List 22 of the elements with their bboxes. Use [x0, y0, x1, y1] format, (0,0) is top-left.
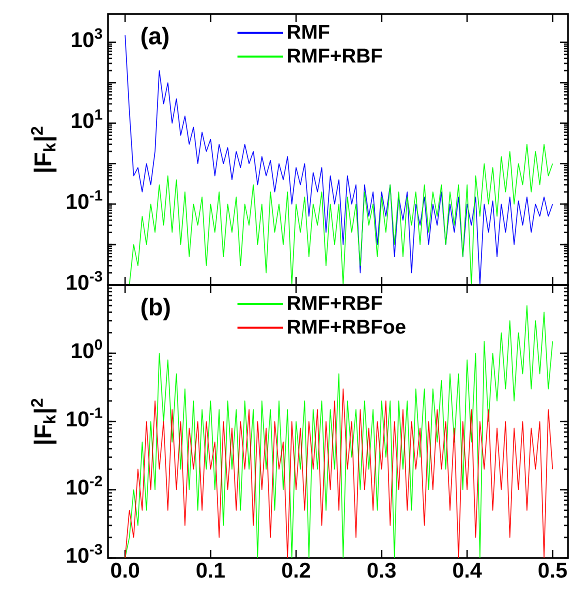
legend-label: RMF+RBFoe: [288, 320, 406, 334]
legend-label: RMF+RBF: [288, 48, 382, 63]
legend-label: RMF: [288, 25, 330, 39]
legend-label: RMF+RBF: [288, 296, 382, 310]
x-tick-label: 0.0: [111, 562, 140, 578]
x-tick-label: 0.5: [538, 562, 567, 578]
x-tick-label: 0.2: [282, 562, 310, 578]
y-tick-label: 10$^{-3}$: [66, 270, 102, 290]
y-tick-label: 10$^{3}$: [72, 28, 102, 48]
y-axis-title: |F$_{k}$|$^{2}$: [31, 398, 56, 444]
annotation: (a): [142, 26, 168, 50]
x-tick-label: 0.3: [368, 562, 396, 578]
y-tick-label: 10$^{-1}$: [66, 408, 102, 426]
y-tick-label: 10$^{-3}$: [66, 544, 102, 563]
y-tick-label: 10$^{0}$: [72, 339, 102, 358]
y-axis-title: |F$_{k}$|$^{2}$: [31, 126, 56, 172]
y-tick-label: 10$^{-2}$: [66, 476, 102, 495]
x-tick-label: 0.1: [196, 562, 225, 578]
y-tick-label: 10$^{1}$: [72, 109, 102, 128]
x-tick-label: 0.4: [453, 562, 482, 578]
annotation: (b): [142, 298, 170, 320]
y-tick-label: 10$^{-1}$: [66, 190, 102, 210]
